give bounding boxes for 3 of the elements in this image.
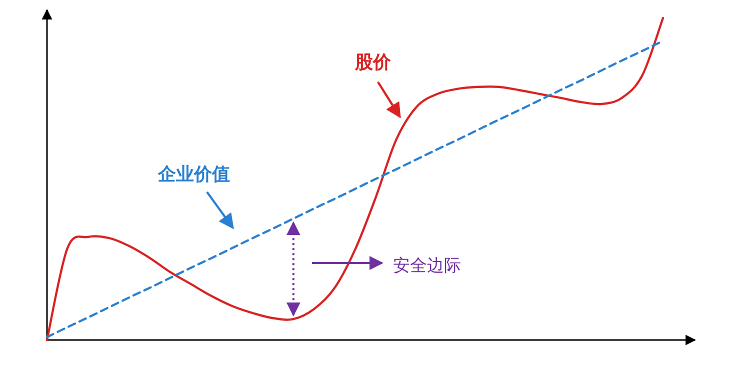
text: 企业价值 bbox=[157, 164, 230, 185]
annotation: 安全边际 bbox=[393, 256, 461, 276]
text: 股价 bbox=[354, 52, 392, 73]
